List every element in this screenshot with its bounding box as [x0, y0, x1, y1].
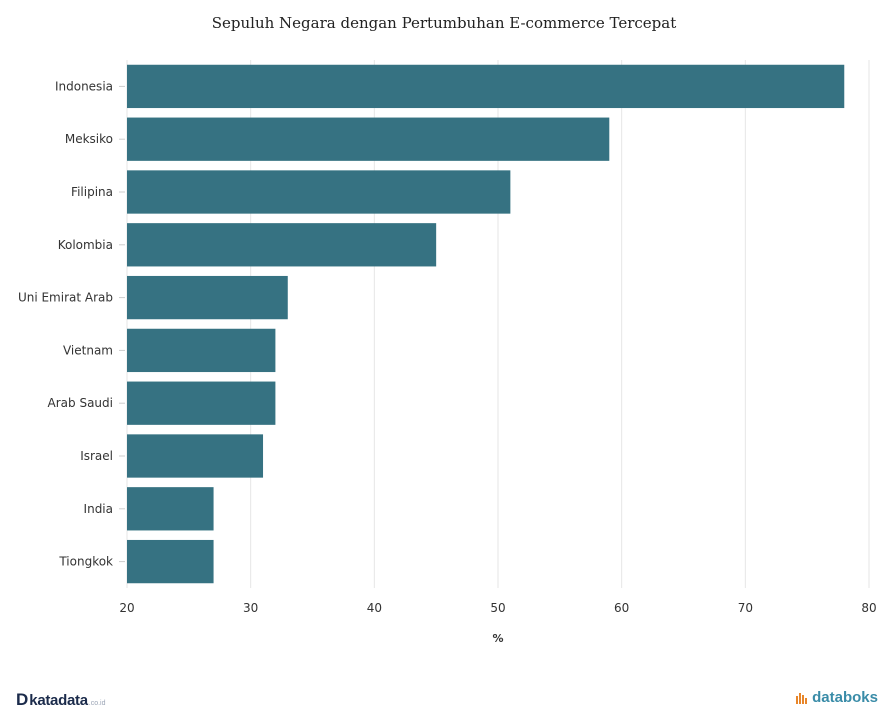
x-tick-label: 30: [243, 601, 258, 615]
bar-uni-emirat-arab: [127, 275, 288, 320]
bar-india: [127, 487, 214, 531]
bar-filipina: [127, 170, 511, 214]
category-label: Meksiko: [65, 132, 113, 146]
x-tick-label: 70: [738, 601, 753, 615]
katadata-logo-text: katadata: [29, 692, 88, 709]
databoks-logo: databoks: [795, 689, 878, 706]
bar-meksiko: [127, 117, 610, 161]
bar-arab-saudi: [127, 381, 276, 425]
category-label: Uni Emirat Arab: [18, 291, 113, 305]
bar-israel: [127, 434, 264, 478]
category-label: Arab Saudi: [48, 396, 113, 410]
x-tick-label: 50: [490, 601, 505, 615]
x-tick-label: 20: [119, 601, 134, 615]
bar-kolombia: [127, 223, 437, 267]
bar-indonesia: [127, 64, 845, 109]
category-label: Indonesia: [55, 79, 113, 93]
katadata-logo-mark: D: [16, 690, 29, 709]
category-label: India: [84, 502, 113, 516]
category-label: Israel: [80, 449, 113, 463]
databoks-logo-text: databoks: [812, 689, 878, 706]
katadata-logo-suffix: .co.id: [88, 700, 106, 707]
x-tick-label: 40: [367, 601, 382, 615]
x-tick-label: 80: [861, 601, 876, 615]
bar-tiongkok: [127, 539, 214, 584]
category-label: Tiongkok: [58, 555, 113, 569]
category-label: Filipina: [71, 185, 113, 199]
chart-title: Sepuluh Negara dengan Pertumbuhan E-comm…: [211, 14, 677, 32]
x-axis-title: %: [492, 632, 503, 645]
katadata-logo: D katadata .co.id: [16, 690, 105, 710]
x-tick-label: 60: [614, 601, 629, 615]
category-label: Kolombia: [58, 238, 113, 252]
category-label: Vietnam: [63, 343, 113, 357]
bar-vietnam: [127, 328, 276, 373]
databoks-bars-icon: [796, 692, 808, 704]
